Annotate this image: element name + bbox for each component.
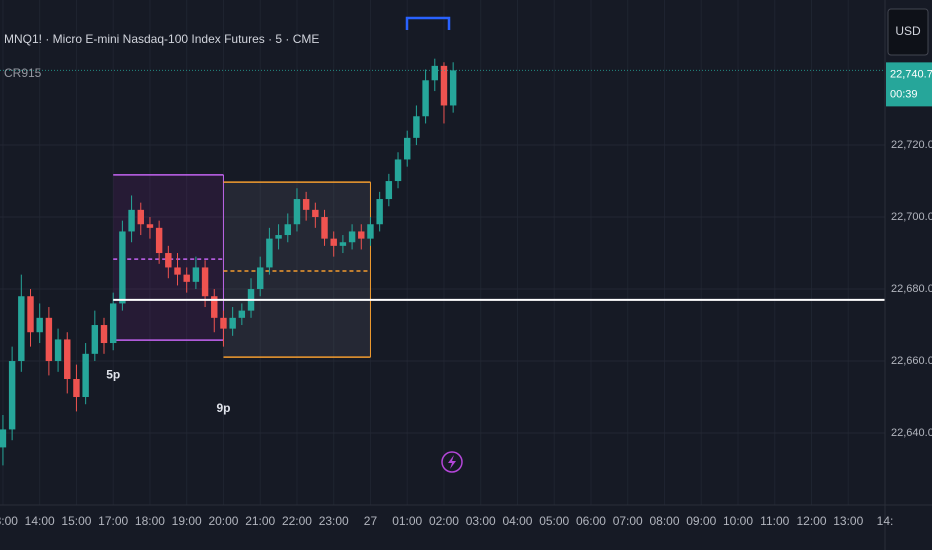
candle-body: [174, 267, 181, 275]
candle-body: [0, 429, 7, 448]
candle-body: [376, 199, 383, 225]
candle-body: [348, 231, 356, 243]
candle-body: [36, 317, 43, 333]
candle-body: [73, 379, 80, 398]
session-label: 5p: [106, 367, 120, 381]
event-icon[interactable]: [441, 451, 463, 473]
candle-body: [45, 317, 53, 362]
candle-body: [440, 65, 448, 106]
candle-body: [18, 296, 25, 362]
candle-body: [155, 227, 163, 254]
y-tick-label: 22,720.00: [891, 139, 932, 151]
x-tick-label: 20:00: [208, 514, 238, 528]
candle-body: [183, 274, 190, 282]
candle-body: [449, 70, 457, 106]
x-tick-label: 14:: [877, 514, 894, 528]
candle-body: [422, 80, 429, 117]
candle-body: [128, 209, 135, 232]
price-tag-label: 22,740.75: [890, 68, 932, 80]
candle-body: [64, 339, 71, 380]
candle-body: [385, 181, 393, 200]
price-tag: [886, 62, 932, 107]
x-tick-label: 13:00: [0, 514, 18, 528]
candle-body: [109, 303, 117, 344]
candle-body: [358, 231, 365, 239]
candle-body: [201, 267, 209, 297]
candle-body: [8, 361, 16, 430]
candle-body: [321, 217, 328, 239]
x-tick-label: 19:00: [172, 514, 202, 528]
candle-body: [229, 317, 236, 329]
y-tick-label: 22,680.00: [891, 283, 932, 295]
x-tick-label: 07:00: [613, 514, 643, 528]
candle-body: [330, 238, 337, 246]
candle-body: [312, 209, 319, 218]
x-tick-label: 02:00: [429, 514, 459, 528]
candle-body: [91, 325, 99, 354]
candle-body: [211, 296, 218, 318]
candle-body: [146, 224, 154, 228]
x-tick-label: 23:00: [319, 514, 349, 528]
candle-body: [367, 224, 374, 239]
candle-body: [266, 238, 273, 268]
candle-body: [302, 199, 310, 210]
countdown: 00:39: [890, 88, 918, 100]
x-tick-label: 27: [364, 514, 378, 528]
candle-body: [431, 65, 438, 81]
candle-body: [192, 267, 200, 282]
y-tick-label: 22,700.00: [891, 211, 932, 223]
candle-body: [165, 253, 172, 268]
x-tick-label: 21:00: [245, 514, 275, 528]
candle-body: [394, 159, 402, 182]
candle-body: [119, 231, 126, 304]
x-tick-label: 06:00: [576, 514, 606, 528]
candle-body: [100, 325, 108, 344]
x-tick-label: 11:00: [760, 514, 789, 528]
lightning: [448, 455, 456, 469]
x-tick-label: 01:00: [392, 514, 422, 528]
x-tick-label: 15:00: [61, 514, 91, 528]
indicator-name: CR915: [4, 66, 42, 80]
x-tick-label: 13:00: [833, 514, 863, 528]
x-tick-label: 12:00: [796, 514, 826, 528]
candle-body: [137, 209, 144, 225]
candle-body: [256, 267, 264, 290]
candle-body: [404, 137, 411, 160]
plot: [0, 58, 885, 466]
x-tick-label: 04:00: [502, 514, 532, 528]
x-tick-label: 17:00: [98, 514, 128, 528]
x-tick-label: 03:00: [466, 514, 496, 528]
candle-body: [284, 224, 291, 236]
x-tick-label: 10:00: [723, 514, 753, 528]
y-tick-label: 22,640.00: [891, 427, 932, 439]
candle-body: [238, 310, 246, 318]
currency-button[interactable]: [887, 8, 929, 56]
candle-body: [293, 199, 301, 225]
candle-body: [220, 317, 227, 329]
bracket-marker: [405, 16, 451, 30]
x-tick-label: 14:00: [25, 514, 55, 528]
x-tick-label: 18:00: [135, 514, 165, 528]
x-tick-label: 05:00: [539, 514, 569, 528]
candle-body: [82, 353, 89, 398]
session-label: 9p: [216, 401, 230, 415]
candle-body: [275, 235, 282, 239]
x-tick-label: 09:00: [686, 514, 716, 528]
candle-body: [413, 116, 420, 138]
currency-label: USD: [895, 24, 921, 38]
y-tick-label: 22,660.00: [891, 355, 932, 367]
candle-body: [54, 339, 62, 362]
candle-body: [27, 296, 34, 333]
x-tick-label: 08:00: [649, 514, 679, 528]
candle-body: [339, 242, 347, 246]
x-tick-label: 22:00: [282, 514, 312, 528]
symbol-title: MNQ1! · Micro E-mini Nasdaq-100 Index Fu…: [4, 32, 319, 46]
